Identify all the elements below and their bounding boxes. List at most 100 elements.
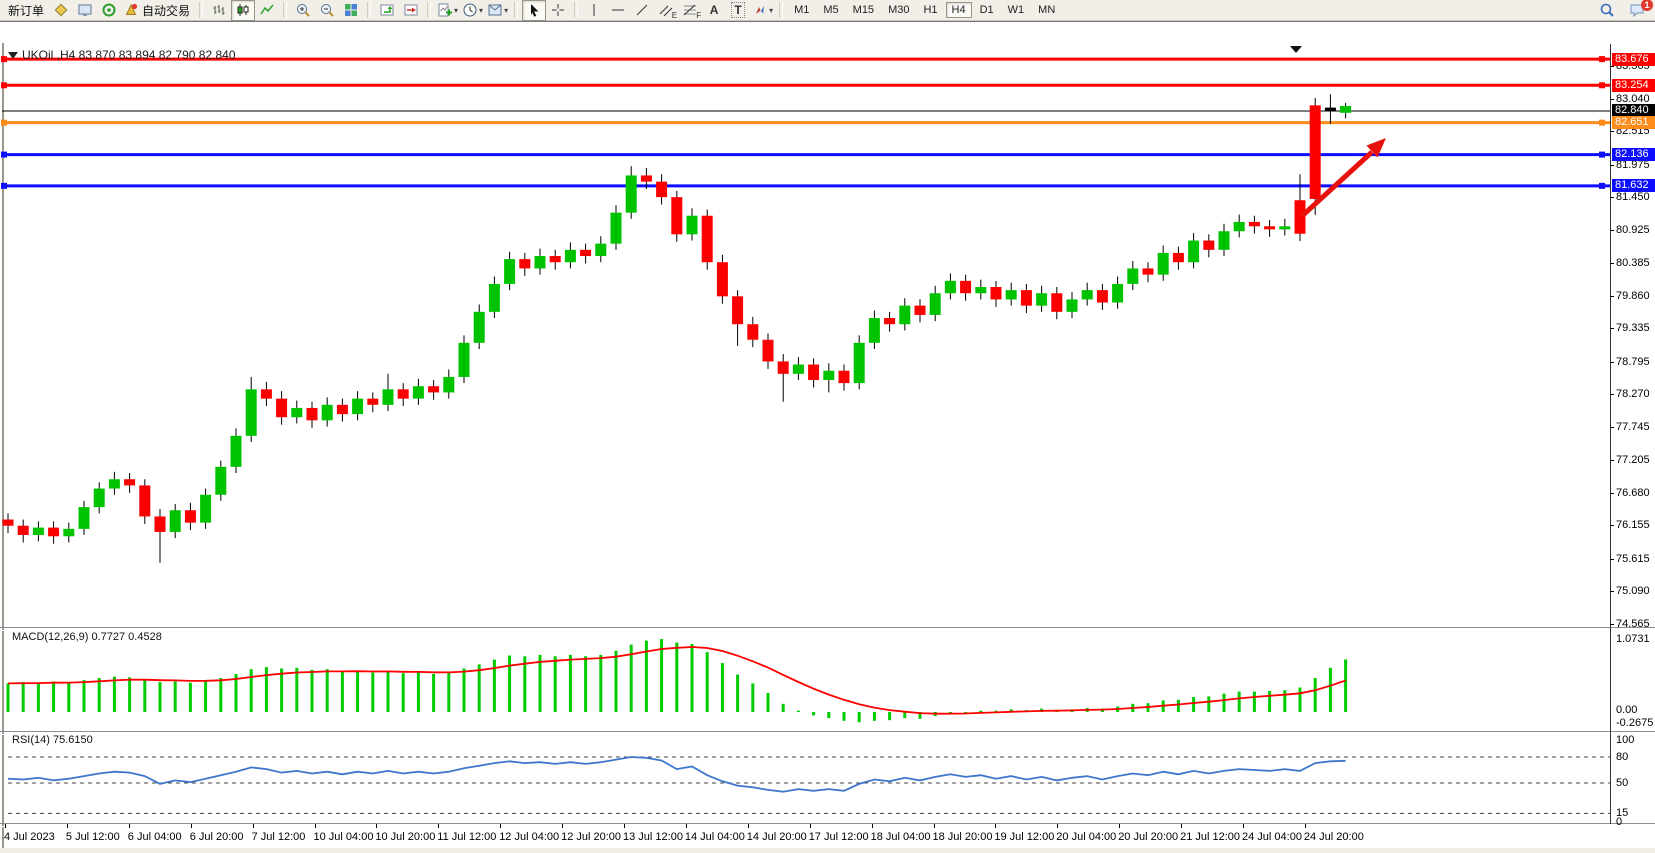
quick-trade-collapse-icon[interactable] <box>8 51 18 59</box>
price-tick <box>1610 525 1614 527</box>
price-tick <box>1610 460 1614 462</box>
text-label-tool-icon[interactable]: T <box>726 0 750 21</box>
price-pane[interactable] <box>0 44 1655 627</box>
time-tick <box>624 824 625 828</box>
price-tick-label: 76.680 <box>1616 486 1650 499</box>
timeframe-button-MN[interactable]: MN <box>1038 4 1056 16</box>
time-tick <box>1119 824 1121 828</box>
chart-window[interactable]: UKOil ,H4 83.870 83.894 82.790 82.840 MA… <box>0 21 1655 853</box>
resistance-line-lower-handle-left[interactable] <box>1 82 7 89</box>
cursor-tool-icon[interactable] <box>522 0 547 21</box>
time-tick-label: 17 Jul 12:00 <box>808 831 869 843</box>
text-tool-icon[interactable]: A <box>702 0 726 21</box>
time-tick <box>438 824 440 828</box>
resistance-line-upper-handle-left[interactable] <box>1 56 7 63</box>
price-tick <box>1610 131 1614 133</box>
resistance-line-upper-handle-right[interactable] <box>1599 56 1605 63</box>
arrows-objects-icon[interactable]: ▾ <box>750 0 775 21</box>
timeframe-button-D1[interactable]: D1 <box>979 4 994 16</box>
fibonacci-tool-icon[interactable]: F <box>678 0 702 21</box>
time-tick-label: 11 Jul 12:00 <box>437 831 497 843</box>
autotrading-label: 自动交易 <box>142 3 191 18</box>
timeframe-button-W1[interactable]: W1 <box>1007 4 1025 16</box>
blue-support-line-1-handle-left[interactable] <box>1 151 7 158</box>
chart-shift-icon[interactable] <box>399 0 423 21</box>
timeframe-button-H1[interactable]: H1 <box>923 4 938 16</box>
search-icon[interactable] <box>1595 0 1619 21</box>
chat-notifications-icon[interactable]: 1 <box>1625 0 1653 21</box>
time-tick <box>1243 824 1244 828</box>
tile-windows-icon[interactable] <box>339 0 363 21</box>
blue-support-line-2-handle-right[interactable] <box>1599 182 1605 189</box>
blue-support-line-1-handle-right[interactable] <box>1599 151 1605 158</box>
price-tick <box>1610 295 1614 297</box>
fibonacci-letter: F <box>696 10 702 20</box>
indicators-icon[interactable]: ▾ <box>435 0 460 21</box>
timeframe-button-H4[interactable]: H4 <box>945 2 972 18</box>
resistance-line-upper-price-badge: 83.676 <box>1612 52 1655 66</box>
rsi-pane[interactable] <box>0 734 1655 823</box>
timeframe-button-M5[interactable]: M5 <box>823 4 839 16</box>
time-tick-label: 24 Jul 04:00 <box>1242 831 1302 843</box>
market-watch-icon[interactable] <box>73 0 97 21</box>
crosshair-tool-icon[interactable] <box>546 0 570 21</box>
horizontal-line-tool-icon[interactable] <box>606 0 630 21</box>
autotrading-button[interactable]: 自动交易 <box>121 0 195 21</box>
price-tick <box>1610 591 1614 593</box>
macd-pane[interactable] <box>0 630 1655 731</box>
current-price-line-price-badge: 82.840 <box>1612 104 1655 118</box>
sound-alert-icon[interactable] <box>97 0 121 21</box>
rsi-scale-0: 0 <box>1616 816 1623 828</box>
blue-support-line-1-price-badge: 82.136 <box>1612 148 1655 162</box>
timeframe-button-M15[interactable]: M15 <box>852 4 875 16</box>
time-tick-label: 24 Jul 20:00 <box>1303 831 1364 843</box>
timeframe-button-M30[interactable]: M30 <box>888 4 910 16</box>
horizontal-line-objects <box>1 56 1610 189</box>
price-tick <box>1610 361 1614 363</box>
macd-scale-min: -0.2675 <box>1616 717 1654 729</box>
time-tick <box>685 824 687 828</box>
price-tick-label: 81.450 <box>1616 191 1650 204</box>
price-tick <box>1610 492 1614 494</box>
orange-level-line-price-badge: 82.651 <box>1612 116 1655 130</box>
equidistant-channel-tool-icon[interactable]: E <box>654 0 678 21</box>
time-tick-label: 12 Jul 20:00 <box>561 831 622 843</box>
time-tick-label: 18 Jul 20:00 <box>932 831 993 843</box>
time-tick <box>5 824 6 828</box>
blue-support-line-2-handle-left[interactable] <box>1 182 7 189</box>
price-tick-label: 81.975 <box>1616 158 1650 171</box>
orange-level-line-handle-left[interactable] <box>1 119 7 126</box>
vertical-line-tool-icon[interactable] <box>582 0 606 21</box>
bar-chart-type-icon[interactable] <box>207 0 231 21</box>
time-tick <box>190 824 192 828</box>
main-toolbar: 新订单 自动交易 ▾ ▾ <box>0 0 1655 21</box>
price-tick <box>1610 558 1614 560</box>
rsi-scale-80: 80 <box>1616 750 1629 763</box>
rsi-label: RSI(14) 75.6150 <box>12 734 93 746</box>
templates-icon[interactable]: ▾ <box>485 0 510 21</box>
price-tick-label: 76.155 <box>1616 519 1650 532</box>
time-tick <box>1181 824 1183 828</box>
time-tick <box>500 824 502 828</box>
toolbar-separator <box>574 2 579 18</box>
pane-separator-macd[interactable] <box>0 627 1655 631</box>
trendline-tool-icon[interactable] <box>630 0 654 21</box>
zoom-in-icon[interactable] <box>291 0 315 21</box>
window-bottom-border <box>0 848 1655 853</box>
time-tick <box>747 824 749 828</box>
timeframe-button-M1[interactable]: M1 <box>794 4 810 16</box>
zoom-out-icon[interactable] <box>315 0 339 21</box>
new-order-button[interactable]: 新订单 <box>3 0 49 21</box>
candlestick-chart-type-icon[interactable] <box>231 0 256 21</box>
notification-badge: 1 <box>1641 0 1653 11</box>
profile-icon[interactable] <box>49 0 73 21</box>
line-chart-type-icon[interactable] <box>255 0 279 21</box>
periods-clock-icon[interactable]: ▾ <box>460 0 485 21</box>
orange-level-line-handle-right[interactable] <box>1599 119 1605 126</box>
price-tick <box>1610 624 1614 625</box>
resistance-line-lower-handle-right[interactable] <box>1599 82 1605 89</box>
auto-scroll-icon[interactable] <box>375 0 399 21</box>
window-left-border <box>2 43 4 848</box>
time-tick-label: 6 Jul 20:00 <box>189 831 244 843</box>
pane-separator-rsi[interactable] <box>0 731 1655 735</box>
